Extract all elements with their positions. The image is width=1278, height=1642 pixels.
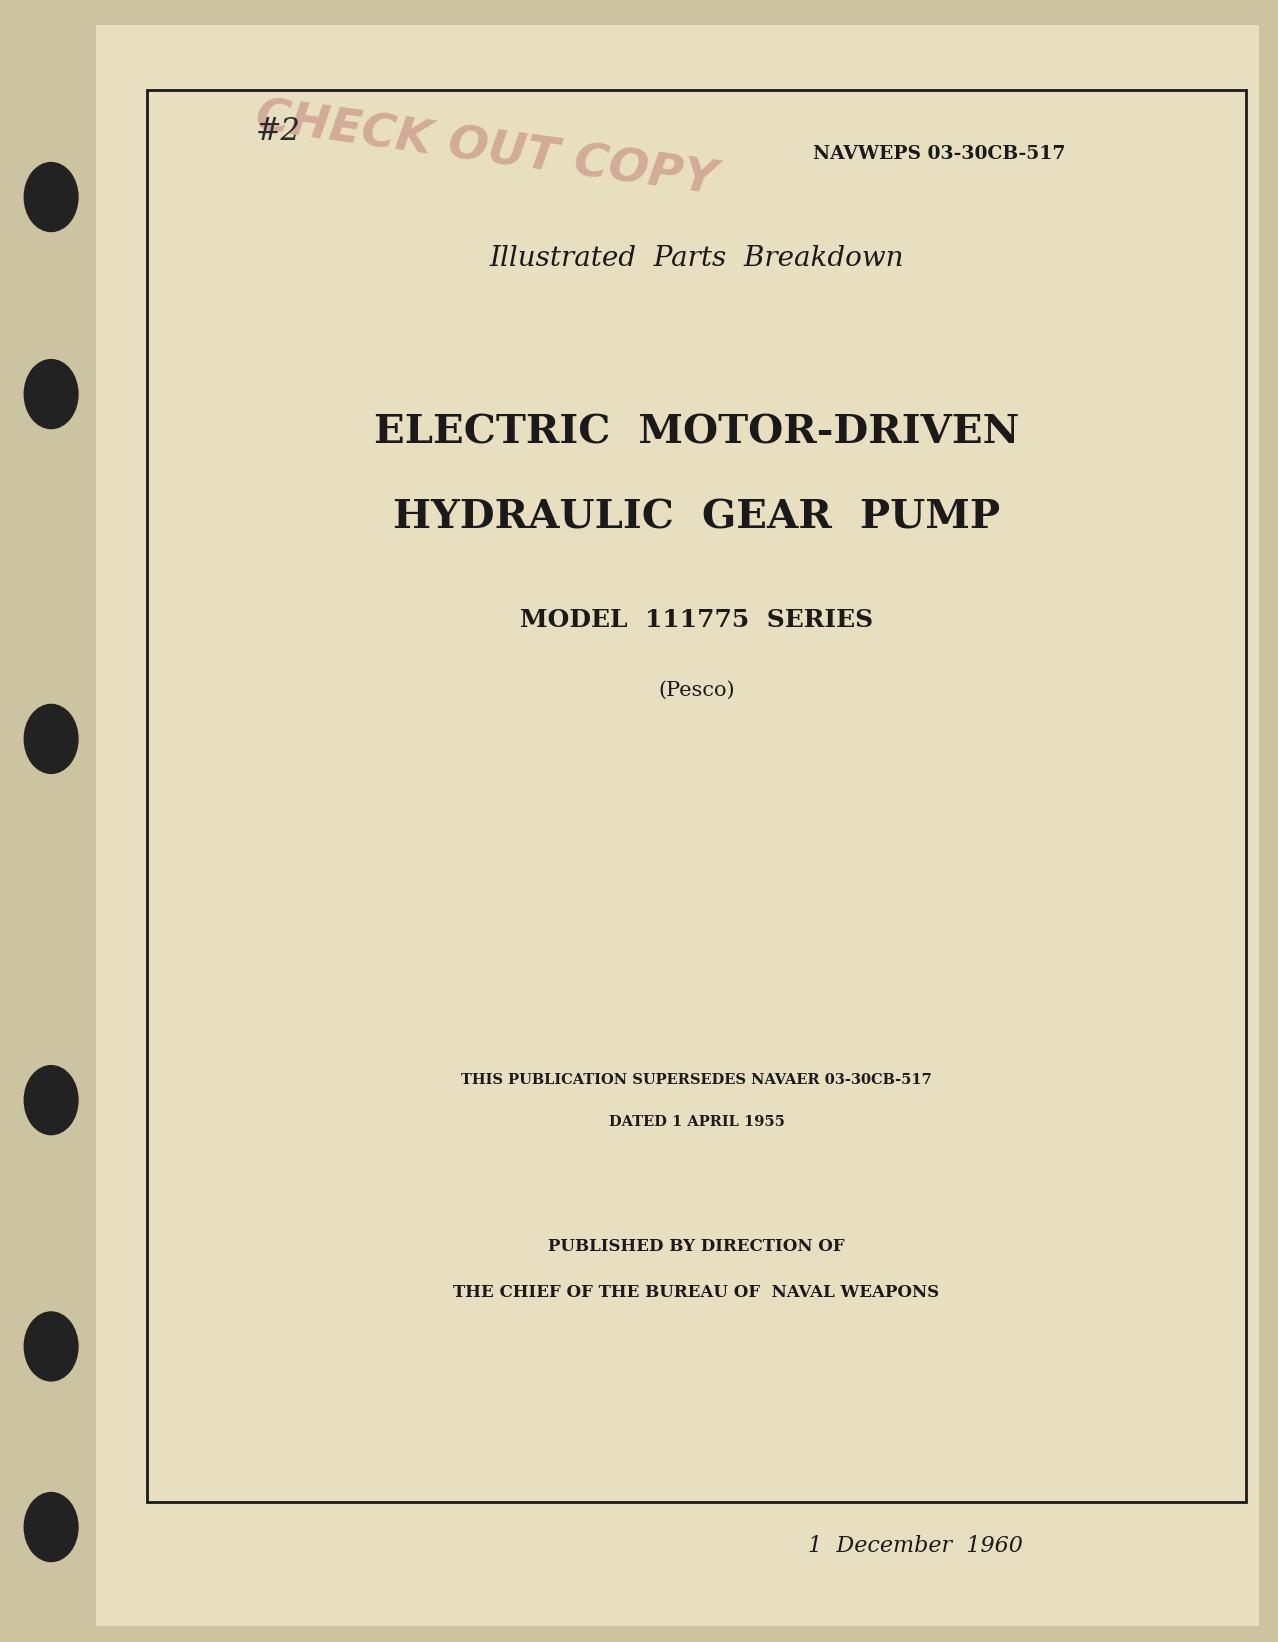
Text: THIS PUBLICATION SUPERSEDES NAVAER 03-30CB-517: THIS PUBLICATION SUPERSEDES NAVAER 03-30…	[461, 1072, 932, 1087]
Text: Illustrated  Parts  Breakdown: Illustrated Parts Breakdown	[489, 245, 904, 273]
Circle shape	[24, 1493, 78, 1562]
Circle shape	[24, 360, 78, 429]
Text: THE CHIEF OF THE BUREAU OF  NAVAL WEAPONS: THE CHIEF OF THE BUREAU OF NAVAL WEAPONS	[454, 1284, 939, 1300]
Circle shape	[24, 1312, 78, 1381]
Text: #2: #2	[256, 115, 300, 146]
Text: NAVWEPS 03-30CB-517: NAVWEPS 03-30CB-517	[813, 144, 1066, 163]
Circle shape	[24, 163, 78, 232]
Bar	[147, 90, 1246, 1502]
Text: MODEL  111775  SERIES: MODEL 111775 SERIES	[520, 608, 873, 632]
Text: CHECK OUT COPY: CHECK OUT COPY	[252, 95, 720, 204]
Text: ELECTRIC  MOTOR-DRIVEN: ELECTRIC MOTOR-DRIVEN	[374, 414, 1019, 452]
Circle shape	[24, 1066, 78, 1135]
Circle shape	[24, 704, 78, 773]
Text: PUBLISHED BY DIRECTION OF: PUBLISHED BY DIRECTION OF	[548, 1238, 845, 1254]
Text: 1  December  1960: 1 December 1960	[808, 1535, 1022, 1557]
Text: DATED 1 APRIL 1955: DATED 1 APRIL 1955	[608, 1115, 785, 1130]
Text: (Pesco): (Pesco)	[658, 681, 735, 699]
Text: HYDRAULIC  GEAR  PUMP: HYDRAULIC GEAR PUMP	[392, 499, 1001, 537]
